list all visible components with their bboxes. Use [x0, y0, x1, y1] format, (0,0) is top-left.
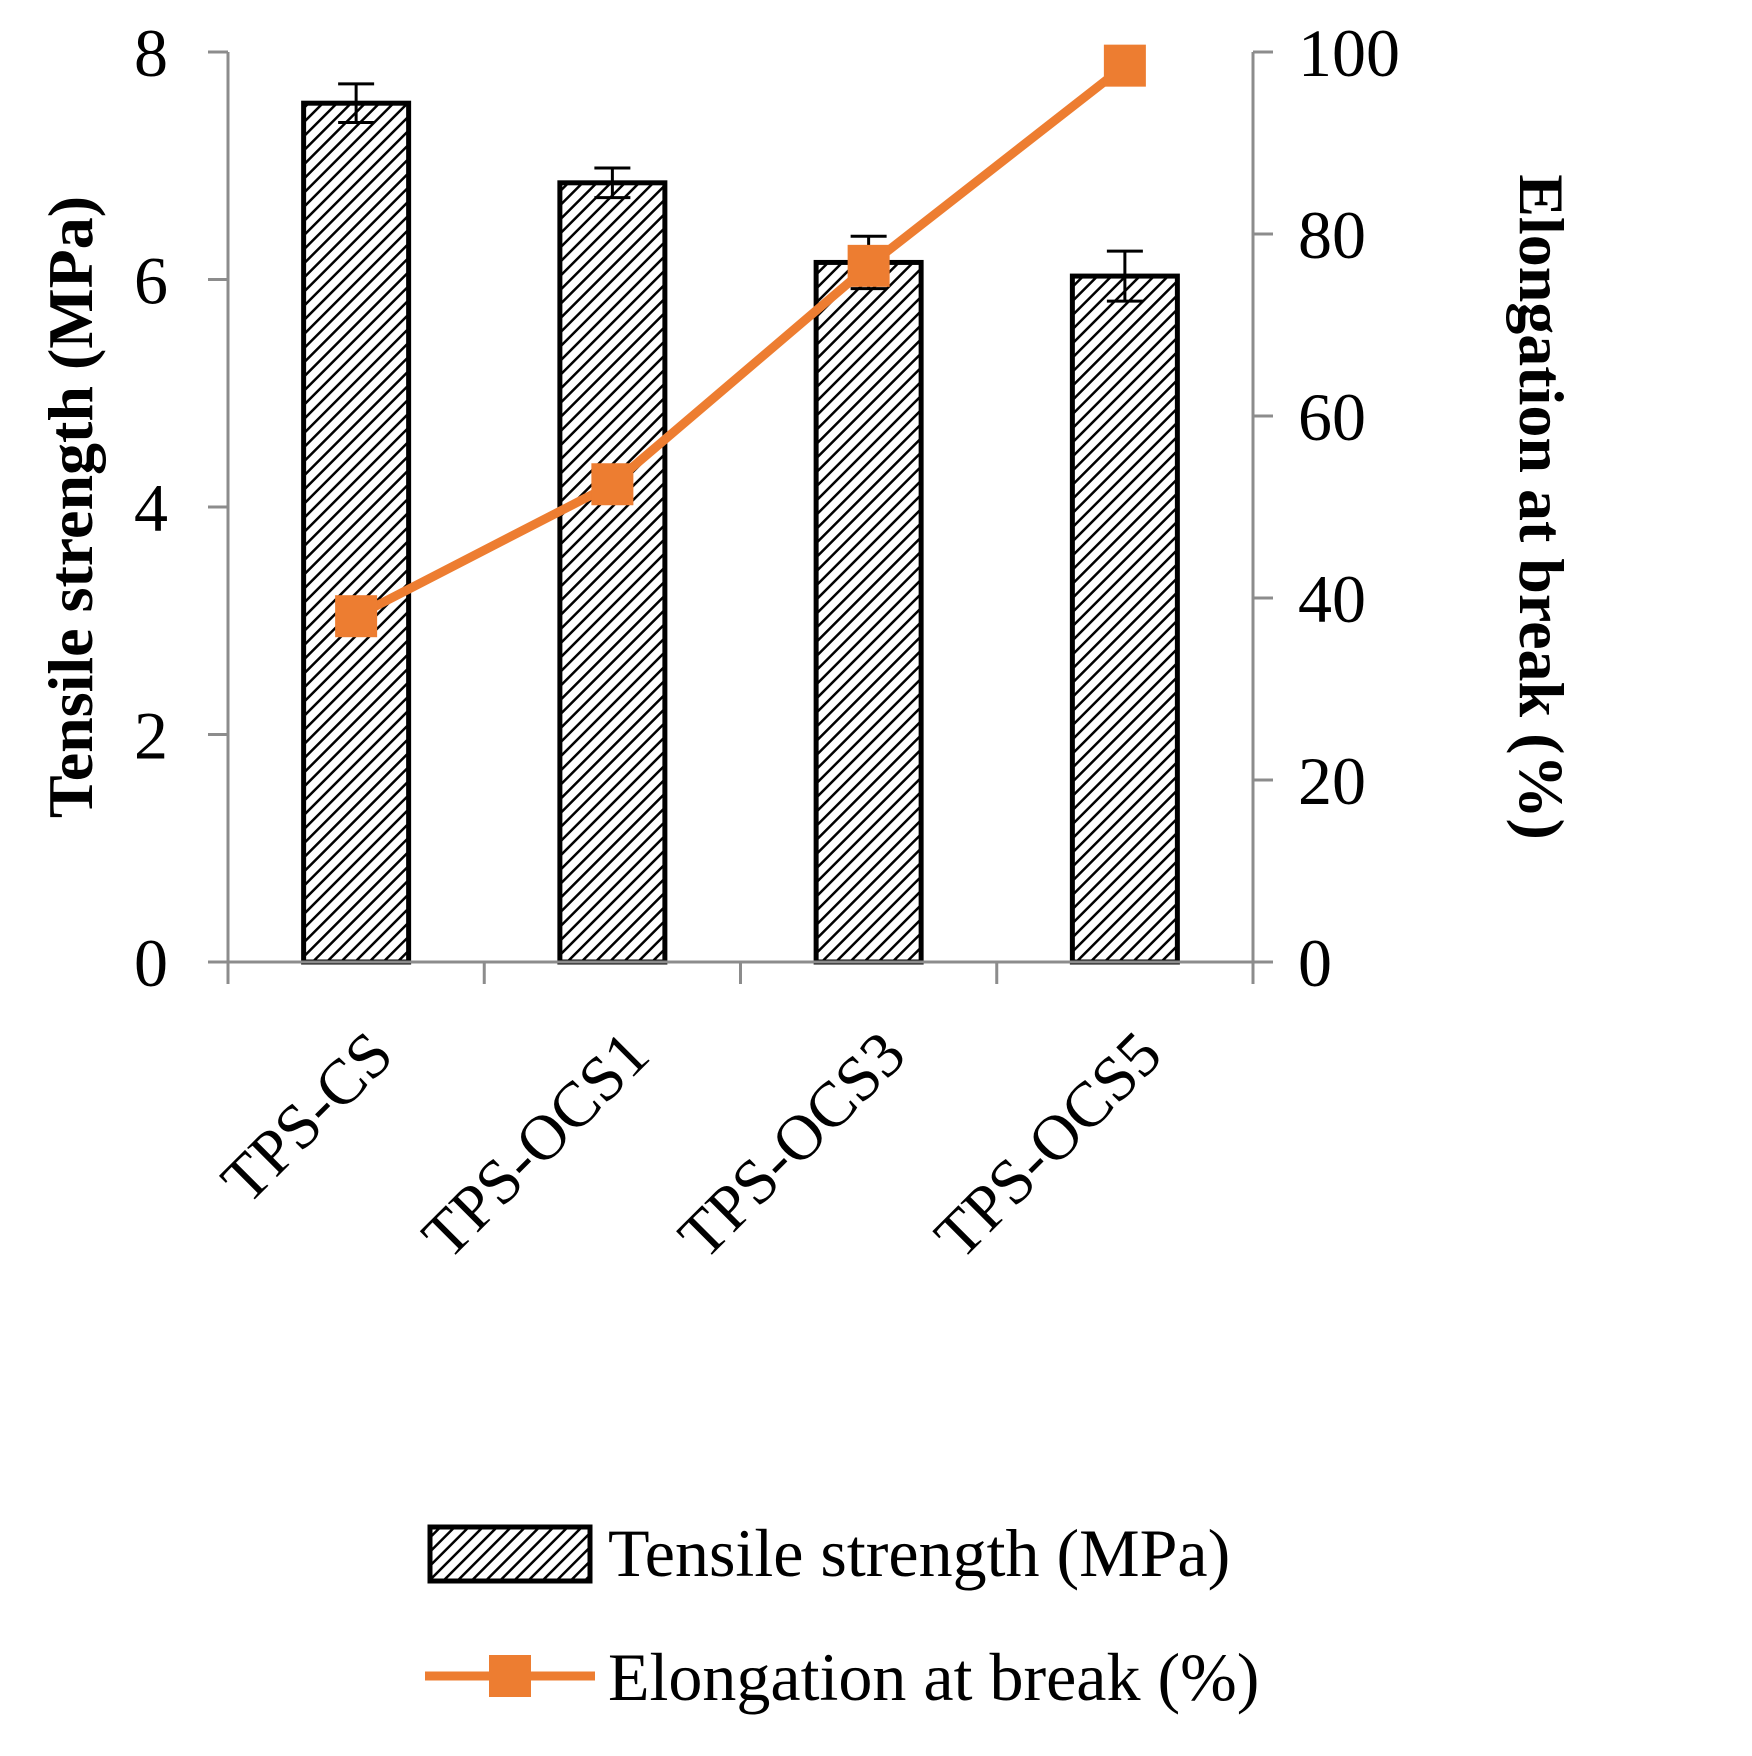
- legend-marker-elongation: [489, 1655, 531, 1697]
- error-bar: [1106, 249, 1143, 303]
- bar-tensile-strength: [557, 180, 668, 965]
- line-point-elongation: [335, 595, 378, 638]
- line-elongation: [354, 62, 1128, 621]
- line-point-elongation: [591, 463, 634, 506]
- legend-label-tensile: Tensile strength (MPa): [608, 1515, 1230, 1591]
- y-axis-title-left: Tensile strength (MPa): [35, 196, 106, 818]
- y-tick-label-left: 4: [134, 470, 168, 546]
- y-tick-label-right: 100: [1298, 15, 1400, 91]
- error-bar: [594, 166, 631, 200]
- line-point-elongation: [847, 244, 890, 287]
- y-tick-label-left: 8: [134, 15, 168, 91]
- legend-label-elongation: Elongation at break (%): [608, 1639, 1259, 1715]
- y-tick-label-right: 60: [1298, 379, 1366, 455]
- bar-tensile-strength: [813, 259, 924, 965]
- legend: Tensile strength (MPa) Elongation at brea…: [425, 1515, 1259, 1715]
- y-axis-title-right: Elongation at break (%): [1506, 174, 1577, 840]
- y-tick-label-right: 80: [1298, 197, 1366, 273]
- y-tick-label-right: 0: [1298, 925, 1332, 1001]
- bar-tensile-strength: [1069, 273, 1180, 965]
- legend-swatch-tensile: [427, 1524, 593, 1584]
- x-category-label: TPS-CS: [207, 1018, 406, 1217]
- bar-tensile-strength: [301, 100, 412, 965]
- line-point-elongation: [1103, 44, 1146, 87]
- error-bar: [338, 82, 375, 125]
- y-tick-label-right: 20: [1298, 743, 1366, 819]
- y-tick-label-left: 6: [134, 243, 168, 319]
- y-tick-label-right: 40: [1298, 561, 1366, 637]
- x-category-label: TPS-OCS1: [408, 1018, 662, 1272]
- y-tick-label-left: 0: [134, 925, 168, 1001]
- x-category-label: TPS-OCS5: [921, 1018, 1175, 1272]
- x-category-label: TPS-OCS3: [665, 1018, 919, 1272]
- y-tick-label-left: 2: [134, 698, 168, 774]
